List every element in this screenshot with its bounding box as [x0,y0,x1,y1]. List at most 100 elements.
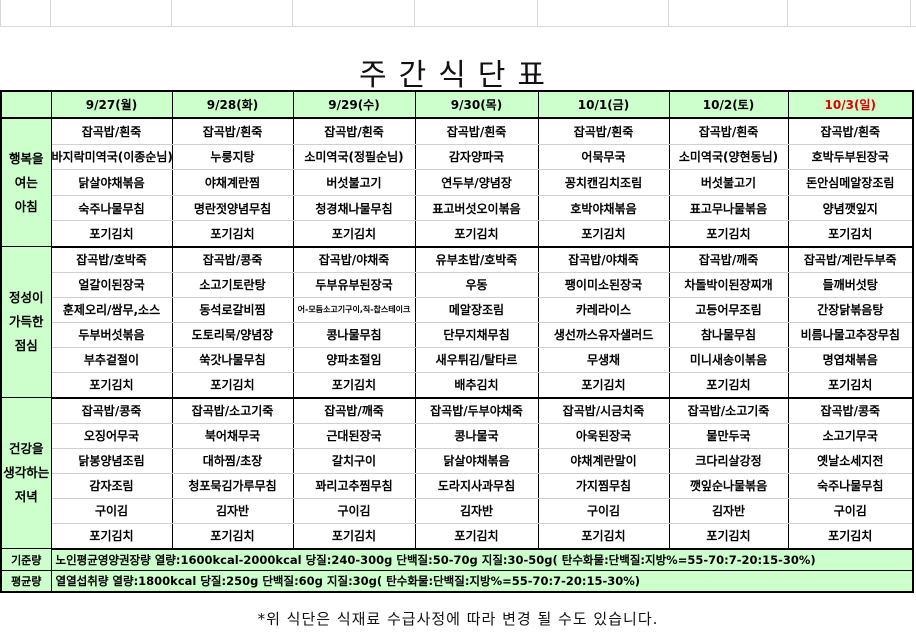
menu-item: 잡곡밥/계란두부죽 [787,246,914,273]
meal-label-line: 여는 [14,174,38,190]
gridline [668,0,669,27]
menu-item: 표고무나물볶음 [668,194,789,222]
menu-item: 소미역국(양현동님) [668,143,789,171]
menu-item: 소미역국(정필순님) [292,143,416,171]
menu-item: 부추겉절이 [50,346,173,373]
menu-item: 감자양파국 [414,143,539,171]
menu-item: 옛날소세지전 [787,447,914,474]
average-text: 열열섭취량 열량:1800kcal 당질:250g 단백질:60g 지질:30g… [50,569,914,593]
meal-label-line: 생각하는 [3,465,50,481]
menu-item: 배추김치 [414,371,539,399]
menu-item: 포기김치 [171,371,294,399]
menu-item: 들깨버섯탕 [787,271,914,298]
gridline [787,0,788,27]
menu-item: 포기김치 [668,220,789,248]
menu-item: 닭살야채볶음 [50,169,173,196]
menu-table: 9/27(월) 9/28(화) 9/29(수) 9/30(목) 10/1(금) 10/2(… [0,90,914,593]
menu-item: 포기김치 [292,220,416,248]
menu-item: 잡곡밥/콩죽 [171,246,294,273]
menu-item: 잡곡밥/흰죽 [787,117,914,145]
day-header: 10/2(토) [668,90,789,119]
menu-item: 꽁치캔김치조림 [537,169,670,196]
menu-item: 비름나물고추장무침 [787,321,914,348]
menu-item: 크다리살강정 [668,447,789,474]
menu-item: 훈제오리/쌈무,소스 [50,296,173,323]
menu-item: 포기김치 [537,371,670,399]
menu-row: 건강을 생각하는 저녁 잡곡밥/콩죽 잡곡밥/소고기죽 잡곡밥/깨죽 잡곡밥/두부야채죽 잡곡… [0,397,914,550]
menu-item: 감자조림 [50,472,173,499]
menu-item: 도라지사과무침 [414,472,539,499]
menu-item: 잡곡밥/야채죽 [292,246,416,273]
menu-item: 근대된장국 [292,422,416,449]
menu-item: 가지찜무침 [537,472,670,499]
menu-item: 두부유부된장국 [292,271,416,298]
menu-item: 오징어무국 [50,422,173,449]
footnote: *위 식단은 식재료 수급사정에 따라 변경 될 수도 있습니다. [257,610,659,628]
menu-item: 잡곡밥/흰죽 [171,117,294,145]
menu-item: 포기김치 [787,220,914,248]
day-header: 10/1(금) [537,90,670,119]
menu-row: 포기김치 포기김치 포기김치 포기김치 포기김치 포기김치 포기김치 [1,522,914,550]
menu-item: 포기김치 [292,522,416,550]
menu-item: 물만두국 [668,422,789,449]
menu-item: 포기김치 [50,220,173,248]
menu-item: 김자반 [171,497,294,524]
menu-item: 소고기토란탕 [171,271,294,298]
menu-row: 감자조림 청포묵김가루무침 꽈리고추찜무침 도라지사과무침 가지찜무침 깻잎순나물볶음 숙주… [1,472,914,499]
menu-item: 닭살야채볶음 [414,447,539,474]
menu-row: 얼갈이된장국 소고기토란탕 두부유부된장국 우동 팽이미소된장국 차돌박이된장찌개 들깨버섯… [1,271,914,298]
menu-item: 호박야채볶음 [537,194,670,222]
day-header: 10/3(일) [787,90,914,119]
menu-row: 오징어무국 북어채무국 근대된장국 콩나물국 아욱된장국 물만두국 소고기무국 [1,422,914,449]
menu-item: 구이김 [292,497,416,524]
menu-item: 도토리묵/양념장 [171,321,294,348]
menu-row: 닭살야채볶음 야채계란찜 버섯불고기 연두부/양념장 꽁치캔김치조림 버섯불고기 돈안심메알… [1,169,914,196]
menu-item: 잡곡밥/흰죽 [292,117,416,145]
menu-item: 숙주나물무침 [787,472,914,499]
average-label: 평균량 [0,569,52,593]
menu-item: 잡곡밥/야채죽 [537,246,670,273]
menu-item: 콩나물무침 [292,321,416,348]
menu-row: 닭봉양념조림 대하찜/초장 갈치구이 닭살야채볶음 야채계란말이 크다리살강정 옛날소세지전 [1,447,914,474]
menu-item: 포기김치 [668,522,789,550]
menu-item: 포기김치 [668,371,789,399]
menu-item: 잡곡밥/시금치죽 [537,397,670,424]
menu-item: 카레라이스 [537,296,670,323]
menu-item: 구이김 [50,497,173,524]
menu-row: 두부버섯볶음 도토리묵/양념장 콩나물무침 단무지채무침 생선까스유자샐러드 참나물무침 비… [1,321,914,348]
menu-row: 바지락미역국(이종순님) 누룽지탕 소미역국(정필순님) 감자양파국 어묵무국 소미역국(… [1,143,914,171]
menu-item: 미니새송이볶음 [668,346,789,373]
menu-item: 잡곡밥/깨죽 [668,246,789,273]
menu-item: 우동 [414,271,539,298]
day-header: 9/29(수) [292,90,416,119]
menu-item: 갈치구이 [292,447,416,474]
menu-item: 두부버섯볶음 [50,321,173,348]
menu-item: 포기김치 [537,220,670,248]
menu-item: 잡곡밥/호박죽 [50,246,173,273]
menu-item: 대하찜/초장 [171,447,294,474]
menu-item: 잡곡밥/흰죽 [668,117,789,145]
menu-item: 포기김치 [171,220,294,248]
menu-item: 생선까스유자샐러드 [537,321,670,348]
menu-row: 포기김치 포기김치 포기김치 포기김치 포기김치 포기김치 포기김치 [1,220,914,248]
menu-item: 양념깻잎지 [787,194,914,222]
average-row: 평균량 열열섭취량 열량:1800kcal 당질:250g 단백질:60g 지질:… [0,569,914,593]
meal-label-line: 저녁 [14,489,38,505]
meal-label-line: 건강을 [8,441,44,457]
menu-row: 구이김 김자반 구이김 김자반 구이김 김자반 구이김 [1,497,914,524]
menu-item: 닭봉양념조림 [50,447,173,474]
menu-item: 표고버섯오이볶음 [414,194,539,222]
menu-item: 팽이미소된장국 [537,271,670,298]
menu-item: 동석로갈비찜 [171,296,294,323]
menu-item: 포기김치 [787,522,914,550]
page-title: 주간식단표 [359,58,557,93]
menu-item: 김자반 [668,497,789,524]
day-header: 9/28(화) [171,90,294,119]
menu-item: 고등어무조림 [668,296,789,323]
menu-item: 아욱된장국 [537,422,670,449]
meal-label: 정성이 가득한 점심 [0,246,52,399]
standard-label: 기준량 [0,548,52,571]
menu-item: 잡곡밥/콩죽 [50,397,173,424]
menu-row: 부추겉절이 쑥갓나물무침 양파초절임 새우튀김/탈타르 무생채 미니새송이볶음 명엽채볶음 [1,346,914,373]
menu-item: 어-모듬소고기구이,직-찹스테이크 [292,296,416,323]
